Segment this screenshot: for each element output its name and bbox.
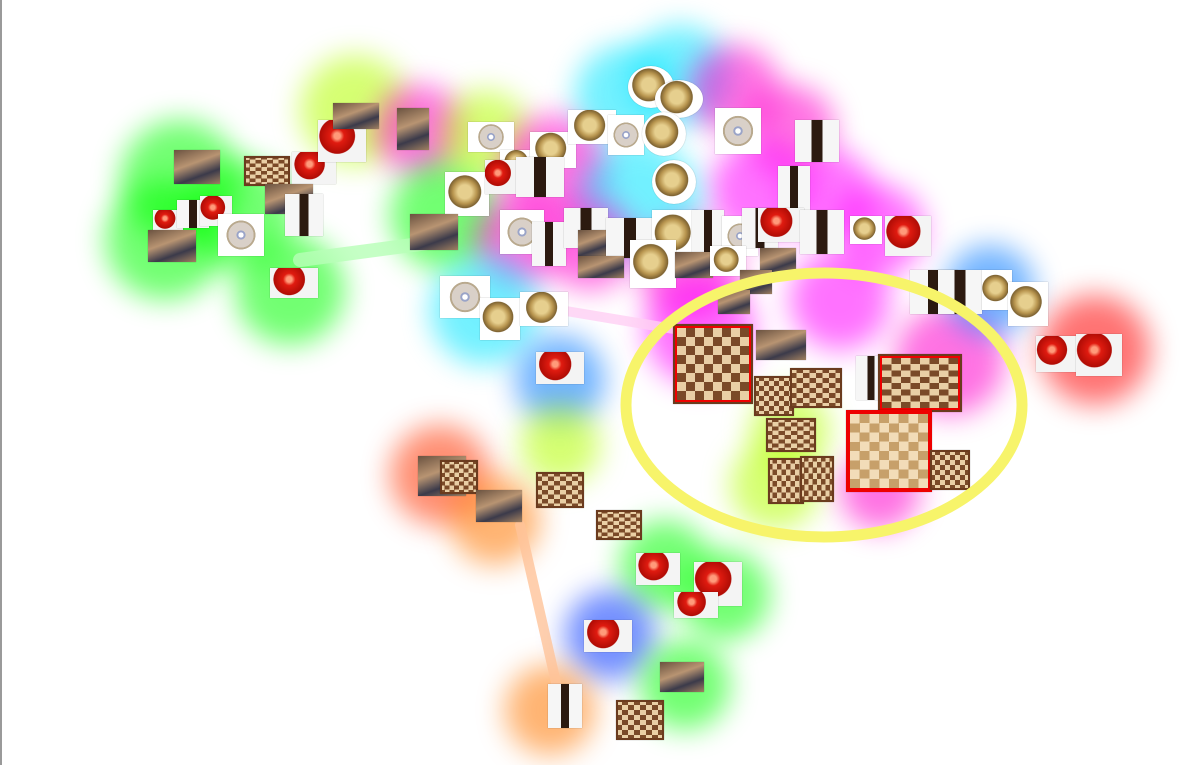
compact-disc-icon-thumbnail[interactable] <box>468 122 514 152</box>
tomato-icon-thumbnail[interactable] <box>758 208 804 242</box>
tomato-icon-thumbnail[interactable] <box>270 268 318 298</box>
chessboard-icon-thumbnail[interactable] <box>930 450 970 490</box>
chessboard-icon-thumbnail[interactable] <box>754 376 794 416</box>
chessboard-icon-thumbnail[interactable] <box>244 156 290 186</box>
wine-bottle-icon-thumbnail[interactable] <box>532 222 566 266</box>
compact-disc-icon-thumbnail[interactable] <box>608 115 644 155</box>
compact-disc-icon-thumbnail[interactable] <box>218 214 264 256</box>
selected-chessboard-icon-thumbnail[interactable] <box>878 354 962 412</box>
wine-bottle-icon-thumbnail[interactable] <box>516 157 564 197</box>
coin-icon-thumbnail[interactable] <box>850 216 882 244</box>
tomato-icon-thumbnail[interactable] <box>584 620 632 652</box>
chessboard-icon-thumbnail[interactable] <box>440 460 478 494</box>
chessboard-icon-thumbnail[interactable] <box>766 418 816 452</box>
photo-icon-thumbnail[interactable] <box>760 248 796 272</box>
wine-bottle-icon-thumbnail[interactable] <box>548 684 582 728</box>
wine-bottle-icon-thumbnail[interactable] <box>938 270 982 314</box>
coin-icon-thumbnail[interactable] <box>520 292 568 326</box>
tomato-icon-thumbnail[interactable] <box>674 592 718 618</box>
photo-icon-thumbnail[interactable] <box>578 256 624 278</box>
photo-icon-thumbnail[interactable] <box>675 252 713 278</box>
chessboard-icon-thumbnail[interactable] <box>790 368 842 408</box>
wine-bottle-icon-thumbnail[interactable] <box>795 120 839 162</box>
coin-icon-thumbnail[interactable] <box>652 160 696 204</box>
chessboard-icon-thumbnail[interactable] <box>596 510 642 540</box>
canvas-left-border <box>0 0 2 765</box>
chessboard-icon-thumbnail[interactable] <box>800 456 834 502</box>
coin-icon-thumbnail[interactable] <box>480 298 520 340</box>
selected-chessboard-icon-thumbnail[interactable] <box>846 410 932 492</box>
coin-icon-thumbnail[interactable] <box>1008 282 1048 326</box>
tomato-icon-thumbnail[interactable] <box>1076 334 1122 376</box>
coin-icon-thumbnail[interactable] <box>630 240 676 288</box>
wine-bottle-icon-thumbnail[interactable] <box>778 166 810 210</box>
chessboard-icon-thumbnail[interactable] <box>768 458 804 504</box>
photo-icon-thumbnail[interactable] <box>660 662 704 692</box>
photo-icon-thumbnail[interactable] <box>410 214 458 250</box>
selected-chessboard-icon-thumbnail[interactable] <box>673 324 753 404</box>
tomato-icon-thumbnail[interactable] <box>885 216 931 256</box>
tomato-icon-thumbnail[interactable] <box>636 553 680 585</box>
tomato-icon-thumbnail[interactable] <box>200 196 232 226</box>
wine-bottle-icon-thumbnail[interactable] <box>285 194 323 236</box>
photo-icon-thumbnail[interactable] <box>333 103 379 129</box>
chessboard-icon-thumbnail[interactable] <box>616 700 664 740</box>
wine-bottle-icon-thumbnail[interactable] <box>800 210 844 254</box>
photo-icon-thumbnail[interactable] <box>476 490 522 522</box>
coin-icon-thumbnail[interactable] <box>445 172 489 216</box>
photo-icon-thumbnail[interactable] <box>174 150 220 184</box>
photo-icon-thumbnail[interactable] <box>397 108 429 150</box>
photo-icon-thumbnail[interactable] <box>718 290 750 314</box>
tomato-icon-thumbnail[interactable] <box>153 210 183 232</box>
cluster-link <box>515 520 565 705</box>
tomato-icon-thumbnail[interactable] <box>485 160 517 194</box>
photo-icon-thumbnail[interactable] <box>578 230 608 256</box>
tomato-icon-thumbnail[interactable] <box>536 352 584 384</box>
photo-icon-thumbnail[interactable] <box>756 330 806 360</box>
tomato-icon-thumbnail[interactable] <box>1036 336 1076 372</box>
coin-icon-thumbnail[interactable] <box>655 80 703 118</box>
chessboard-icon-thumbnail[interactable] <box>536 472 584 508</box>
photo-icon-thumbnail[interactable] <box>148 230 196 262</box>
compact-disc-icon-thumbnail[interactable] <box>715 108 761 154</box>
coin-icon-thumbnail[interactable] <box>642 112 686 156</box>
cluster-glow <box>520 405 600 485</box>
